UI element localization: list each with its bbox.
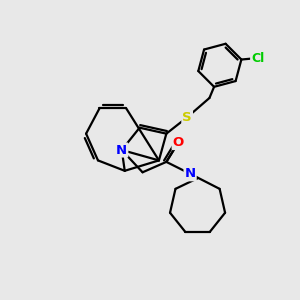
Text: O: O: [172, 136, 184, 149]
Text: N: N: [116, 143, 127, 157]
Text: S: S: [182, 111, 192, 124]
Text: N: N: [184, 167, 196, 180]
Text: Cl: Cl: [251, 52, 264, 64]
